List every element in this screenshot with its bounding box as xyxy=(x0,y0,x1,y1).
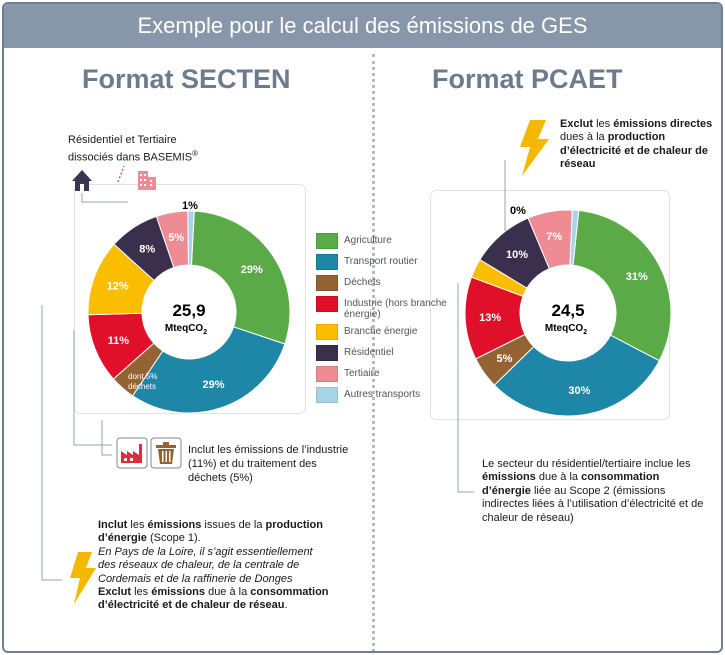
slice-label: 30% xyxy=(568,385,590,397)
secten-total-unit: MteqCO2 xyxy=(165,323,207,336)
slice-label: 12% xyxy=(107,281,129,293)
lightning-icon xyxy=(70,552,96,604)
secten-inner-note-1: dont 5% xyxy=(128,372,157,381)
donut-slice xyxy=(493,334,660,417)
house-icon xyxy=(72,170,92,191)
building-icon xyxy=(138,171,156,190)
legend-swatch xyxy=(316,345,338,361)
slice-label: 29% xyxy=(202,379,224,391)
legend-swatch xyxy=(316,387,338,403)
secten-energy-note: Inclut les émissions issues de la produc… xyxy=(98,519,329,612)
legend-swatch xyxy=(316,254,338,270)
donut-slice xyxy=(187,210,195,266)
legend-swatch xyxy=(316,324,338,340)
figure-title: Exemple pour le calcul des émissions de … xyxy=(4,4,721,48)
donut-slice xyxy=(190,210,291,345)
secten-residential-note: Résidentiel et Tertiaire dissociés dans … xyxy=(68,134,199,164)
secten-inner-note-2: déchets xyxy=(128,382,156,391)
slice-label: 5% xyxy=(168,232,184,244)
slice-label: 31% xyxy=(626,271,648,283)
connector-pcaet-residential xyxy=(457,283,474,493)
pcaet-residential-note: Le secteur du résidentiel/tertiaire incl… xyxy=(482,458,704,524)
slice-label: 1% xyxy=(182,200,198,212)
secten-industry-note: Inclut les émissions de l’industrie (11%… xyxy=(188,444,349,484)
slice-label: 8% xyxy=(139,244,155,256)
pcaet-donut: 31%30%5%13%3%10%7%0% xyxy=(464,205,672,417)
secten-donut: 29% 29% 11% 12% 8% 5% 1% xyxy=(87,200,291,414)
slice-label: 5% xyxy=(496,353,512,365)
legend-swatch xyxy=(316,366,338,382)
donut-slice xyxy=(572,210,672,362)
trash-icon xyxy=(150,437,182,469)
legend-swatch xyxy=(316,296,338,312)
lightning-icon xyxy=(520,120,549,176)
pcaet-exclut-note: Exclut les émissions directes dues à la … xyxy=(560,118,713,171)
legend-label: Transport routier xyxy=(344,256,418,267)
legend-swatch xyxy=(316,275,338,291)
legend-label: Autres transports xyxy=(344,389,421,400)
legend-label: Industrie (hors branche énergie) xyxy=(344,298,447,320)
legend-label: Résidentiel xyxy=(344,347,394,358)
factory-icon xyxy=(116,437,148,469)
donut-slice xyxy=(131,326,286,414)
pcaet-total-unit: MteqCO2 xyxy=(545,323,587,336)
slice-label: 7% xyxy=(546,231,562,243)
residential-dashed-mark xyxy=(117,165,125,183)
donut-slice xyxy=(569,209,580,266)
legend-label: Agriculture xyxy=(344,235,392,246)
legend-label: Déchets xyxy=(344,277,381,288)
legend-swatch xyxy=(316,233,338,249)
connector-waste xyxy=(101,420,112,456)
secten-heading: Format SECTEN xyxy=(82,64,291,94)
connector-energy xyxy=(41,305,62,581)
connector-pcaet-energy xyxy=(504,160,520,231)
slice-label: 0% xyxy=(510,205,526,217)
slice-label: 29% xyxy=(241,264,263,276)
connector-residential xyxy=(81,193,128,203)
slice-label: 10% xyxy=(506,249,528,261)
vertical-divider xyxy=(372,54,375,651)
slice-label: 11% xyxy=(108,335,130,347)
connector-industry xyxy=(73,330,112,446)
secten-total-value: 25,9 xyxy=(172,301,205,320)
legend-label: Branche énergie xyxy=(344,326,418,337)
pcaet-heading: Format PCAET xyxy=(432,64,623,94)
slice-label: 13% xyxy=(479,312,501,324)
pcaet-total-value: 24,5 xyxy=(551,301,584,320)
legend-label: Tertiaire xyxy=(344,368,380,379)
